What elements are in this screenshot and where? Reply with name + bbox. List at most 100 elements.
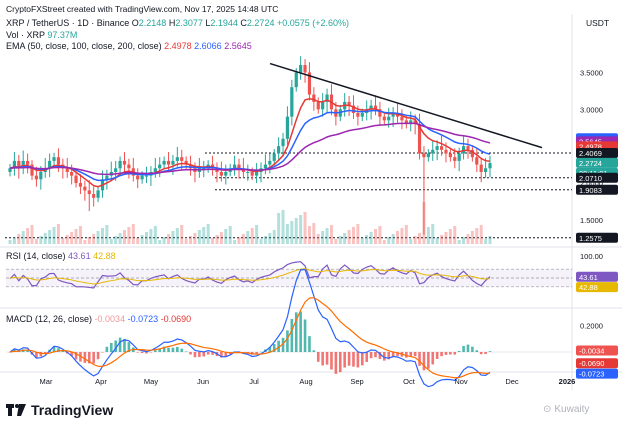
volume-bar [211,238,215,244]
rsi-axis-label: 100.00 [580,252,603,261]
volume-bar [285,224,289,244]
candle [285,116,290,139]
candle [347,101,351,106]
volume-bar [167,234,171,244]
volume-bar [440,235,444,244]
ema100-value: 2.6066 [194,41,222,51]
candle [268,160,272,165]
volume-bar [378,226,382,244]
candle [373,105,378,110]
macd-histogram-bar [149,352,153,353]
volume-bar [48,230,52,244]
ema-line [9,122,491,176]
macd-histogram-bar [176,346,179,352]
candle [435,146,439,150]
macd-histogram-bar [488,351,492,352]
candle [224,171,228,176]
candle [369,105,373,110]
candle [175,157,179,161]
macd-signal-value: -0.0690 [160,314,192,324]
time-axis-label: Nov [454,377,468,386]
volume-bar [12,237,16,244]
candle [114,168,118,172]
price-axis-label: 2.0000 [580,179,603,188]
volume-bar [382,240,386,244]
candle [26,160,30,165]
time-axis-label: May [144,377,158,386]
candle [444,149,448,154]
volume-bar [145,232,149,244]
macd-axis-label: 0.2000 [580,321,603,330]
rsi-tag-label: 42.88 [579,283,598,292]
macd-legend[interactable]: MACD (12, 26, close) -0.0034 -0.0723 -0.… [6,314,192,324]
macd-histogram-bar [418,352,421,366]
volume-bar [78,226,82,244]
candle [431,149,435,154]
candle [488,163,492,169]
time-axis-label: Aug [299,377,312,386]
volume-bar [206,224,210,244]
candle [272,153,276,161]
macd-histogram-bar [281,337,285,352]
candle [78,183,83,187]
candle [391,112,395,117]
macd-histogram-bar [378,352,382,360]
price-tag [576,232,618,243]
volume-legend[interactable]: Vol · XRP 97.37M [6,30,78,40]
macd-tag-label: -0.0723 [579,370,604,379]
macd-histogram-bar [189,352,192,355]
macd-histogram-bar [431,352,435,365]
volume-bar [184,239,188,244]
macd-histogram-bar [334,352,338,374]
volume-bar [409,239,413,244]
candle [70,171,74,176]
watermark: ⊙ Kuwaity [543,404,590,415]
macd-histogram-bar [26,350,29,352]
macd-histogram-bar [303,319,307,352]
watermark-icon: ⊙ [543,404,552,415]
macd-tag [576,368,618,379]
price-tag [576,148,618,159]
time-axis-label: Dec [505,377,519,386]
candle [166,160,171,165]
tradingview-icon [6,404,26,416]
macd-histogram-bar [211,352,214,355]
candle [153,168,157,172]
candle [404,120,408,125]
rsi-tag-label: 43.61 [579,273,598,282]
volume-bar [369,232,373,244]
symbol-label[interactable]: XRP / TetherUS · 1D · Binance [6,18,130,28]
macd-histogram-bar [268,347,272,352]
time-axis-label: Sep [350,377,363,386]
macd-hist-value: -0.0034 [94,314,126,324]
volume-bar [277,213,281,244]
candle [356,112,360,117]
candle [277,146,281,154]
volume-bar [259,239,263,244]
candle [290,87,294,117]
macd-line-value: -0.0723 [127,314,159,324]
candle [74,175,78,184]
volume-bar [307,226,311,244]
rsi-legend[interactable]: RSI (14, close) 43.61 42.88 [6,251,116,261]
candle [118,160,122,169]
macd-histogram-bar [475,350,479,352]
macd-histogram-bar [356,352,360,368]
volume-bar [26,228,30,244]
volume-bar [294,218,298,244]
macd-histogram-bar [57,348,60,352]
candle [48,160,52,169]
ema-legend[interactable]: EMA (50, close, 100, close, 200, close) … [6,41,252,51]
price-axis-label: 3.5000 [580,68,603,77]
candle [378,109,382,117]
macd-histogram-bar [92,352,95,364]
macd-histogram-bar [330,352,333,370]
macd-histogram-bar [479,352,483,355]
volume-bar [96,231,100,244]
volume-bar [453,226,457,244]
tradingview-logo[interactable]: TradingView [6,402,113,418]
volume-bar [70,232,74,244]
candle [140,175,144,180]
macd-histogram-bar [118,337,122,352]
